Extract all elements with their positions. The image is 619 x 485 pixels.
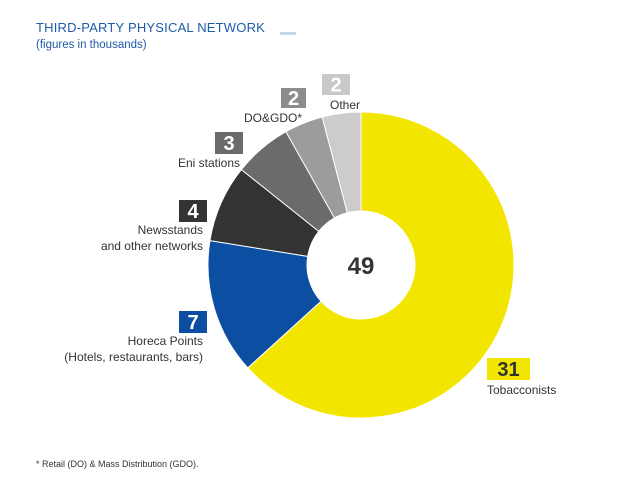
- data-label: 31: [497, 359, 519, 381]
- value-badge: [179, 200, 207, 222]
- chart-subtitle: (figures in thousands): [36, 39, 147, 51]
- chart-title: THIRD-PARTY PHYSICAL NETWORK: [36, 20, 266, 35]
- center-total-label: 49: [348, 253, 375, 280]
- value-badge: [281, 88, 306, 108]
- data-label: 2: [330, 75, 341, 97]
- category-label: Eni stations: [178, 156, 240, 170]
- data-label: 2: [288, 88, 299, 110]
- category-label: and other networks: [101, 239, 203, 253]
- data-label: 7: [187, 312, 198, 334]
- donut-hole: [307, 211, 415, 319]
- category-label: Newsstands: [138, 223, 203, 237]
- footnote: * Retail (DO) & Mass Distribution (GDO).: [36, 459, 199, 469]
- value-badge: [179, 311, 207, 333]
- value-badge: [215, 132, 243, 154]
- value-badge: [487, 358, 530, 380]
- data-label: 3: [223, 133, 234, 155]
- category-label: Horeca Points: [128, 334, 203, 348]
- data-label: 4: [187, 201, 199, 223]
- category-label: Tobacconists: [487, 383, 556, 397]
- title-rule: [280, 32, 296, 35]
- value-badge: [322, 74, 350, 95]
- category-label: (Hotels, restaurants, bars): [64, 350, 203, 364]
- pie-slice: [247, 111, 515, 419]
- category-label: Other: [330, 98, 360, 112]
- category-label: DO&GDO*: [244, 111, 302, 125]
